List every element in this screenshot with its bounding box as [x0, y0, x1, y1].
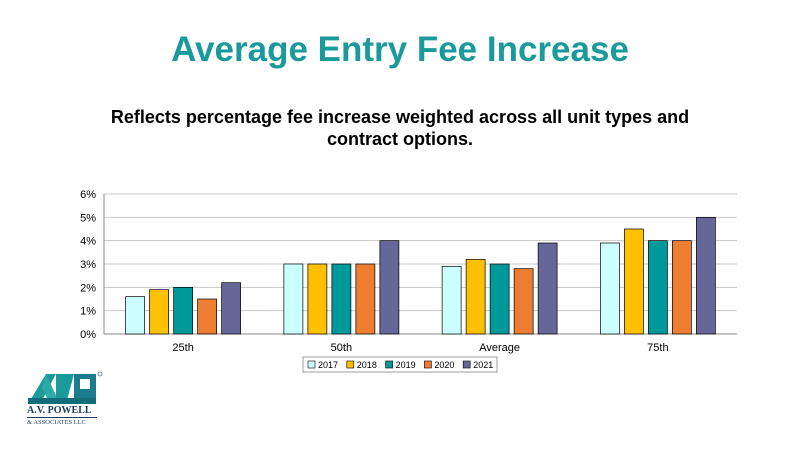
bar [379, 240, 400, 335]
bar [221, 282, 241, 335]
legend-label: 2017 [318, 360, 338, 370]
bar [149, 289, 169, 335]
y-tick-label: 2% [80, 282, 96, 294]
bar [672, 240, 692, 335]
bar [173, 286, 193, 335]
bar [648, 240, 668, 335]
legend-label: 2018 [357, 360, 377, 370]
legend-label: 2021 [473, 360, 493, 370]
bar [513, 268, 534, 335]
x-tick-label: Average [479, 342, 520, 354]
bar [624, 228, 644, 335]
x-tick-label: 50th [331, 342, 352, 354]
logo-name: A.V. POWELL [27, 405, 92, 416]
legend-swatch [307, 360, 316, 369]
y-tick-label: 4% [80, 236, 96, 248]
page-subtitle: Reflects percentage fee increase weighte… [110, 107, 690, 149]
bar [307, 263, 328, 335]
x-tick-label: 25th [172, 342, 193, 354]
bar [441, 265, 462, 335]
y-tick-label: 0% [80, 329, 96, 341]
bar [465, 258, 486, 335]
legend-swatch [346, 360, 355, 369]
logo-tagline: & ASSOCIATES LLC [27, 417, 97, 426]
bar [489, 263, 510, 335]
legend-label: 2020 [434, 360, 454, 370]
legend-swatch [462, 360, 471, 369]
bar [600, 242, 620, 335]
bar [197, 298, 217, 335]
page-title: Average Entry Fee Increase [171, 30, 629, 69]
y-tick-label: 6% [80, 189, 96, 201]
y-tick-label: 3% [80, 259, 96, 271]
legend-swatch [424, 360, 432, 369]
company-logo [28, 371, 103, 404]
legend-label: 2019 [396, 360, 416, 370]
bar [331, 263, 352, 335]
bar [537, 242, 558, 335]
y-tick-label: 5% [80, 212, 96, 224]
bar [696, 216, 716, 335]
bar [355, 263, 376, 335]
x-tick-label: 75th [647, 342, 668, 354]
bar [283, 263, 304, 335]
bar [125, 296, 145, 335]
legend-swatch [385, 360, 393, 369]
y-tick-label: 1% [80, 306, 96, 318]
